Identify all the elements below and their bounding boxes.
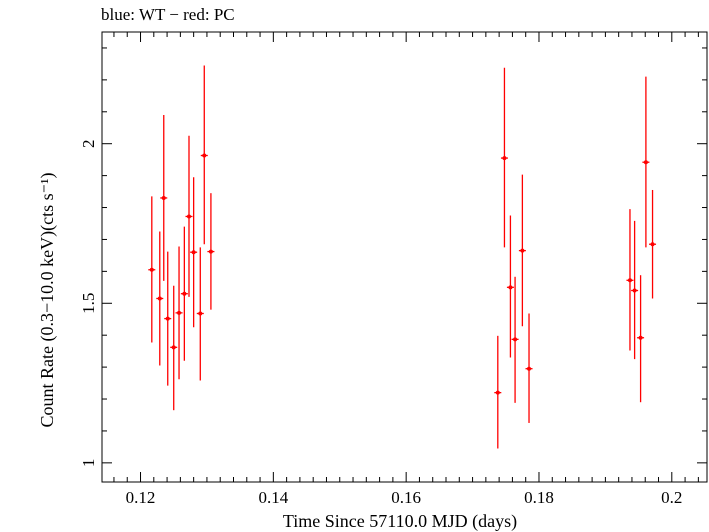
data-marker [198,311,203,316]
x-tick-labels: 0.12 0.14 0.16 0.18 0.2 [126,488,683,507]
data-marker [632,288,637,293]
data-point [637,275,645,403]
chart-title: blue: WT − red: PC [101,5,235,24]
y-tick-label: 1.5 [79,293,98,314]
data-point [494,335,502,449]
y-axis-label: Count Rate (0.3−10.0 keV)(cts s⁻¹) [37,172,58,427]
data-marker [202,153,207,158]
data-point [500,67,508,248]
data-point [511,276,519,403]
data-point [626,209,634,351]
data-marker [513,337,518,342]
data-point [506,215,514,358]
data-point [649,189,657,299]
data-marker [171,345,176,350]
data-point [525,313,533,423]
data-marker [165,316,170,321]
plot-frame [101,31,708,483]
data-point [175,246,183,380]
data-marker [643,160,648,165]
data-marker [182,291,187,296]
data-point [642,76,650,248]
y-tick-label: 1 [79,459,98,468]
data-marker [177,310,182,315]
data-marker [157,296,162,301]
data-marker [186,214,191,219]
x-tick-label: 0.12 [126,488,156,507]
data-point [190,177,198,328]
data-marker [520,248,525,253]
data-point [518,174,526,327]
data-point [200,65,208,245]
data-point [156,231,164,366]
data-marker [495,390,500,395]
data-marker [527,366,532,371]
x-axis-label: Time Since 57110.0 MJD (days) [283,511,517,532]
data-point [207,193,215,310]
data-points [148,65,657,449]
data-point [185,135,193,297]
data-point [631,220,639,360]
x-tick-label: 0.14 [258,488,288,507]
data-marker [208,249,213,254]
data-point [180,226,188,361]
data-marker [502,156,507,161]
data-marker [191,250,196,255]
data-point [196,247,204,381]
x-tick-label: 0.16 [391,488,421,507]
data-point [170,285,178,411]
y-tick-label: 2 [79,139,98,148]
data-marker [650,242,655,247]
x-tick-label: 0.2 [661,488,682,507]
data-marker [161,195,166,200]
data-point [164,251,172,386]
data-point [148,196,156,343]
data-marker [638,335,643,340]
data-marker [627,278,632,283]
x-tick-label: 0.18 [524,488,554,507]
axis-ticks [102,32,707,482]
y-tick-labels: 11.52 [79,139,98,467]
data-marker [508,285,513,290]
data-point [160,114,168,281]
data-marker [149,267,154,272]
